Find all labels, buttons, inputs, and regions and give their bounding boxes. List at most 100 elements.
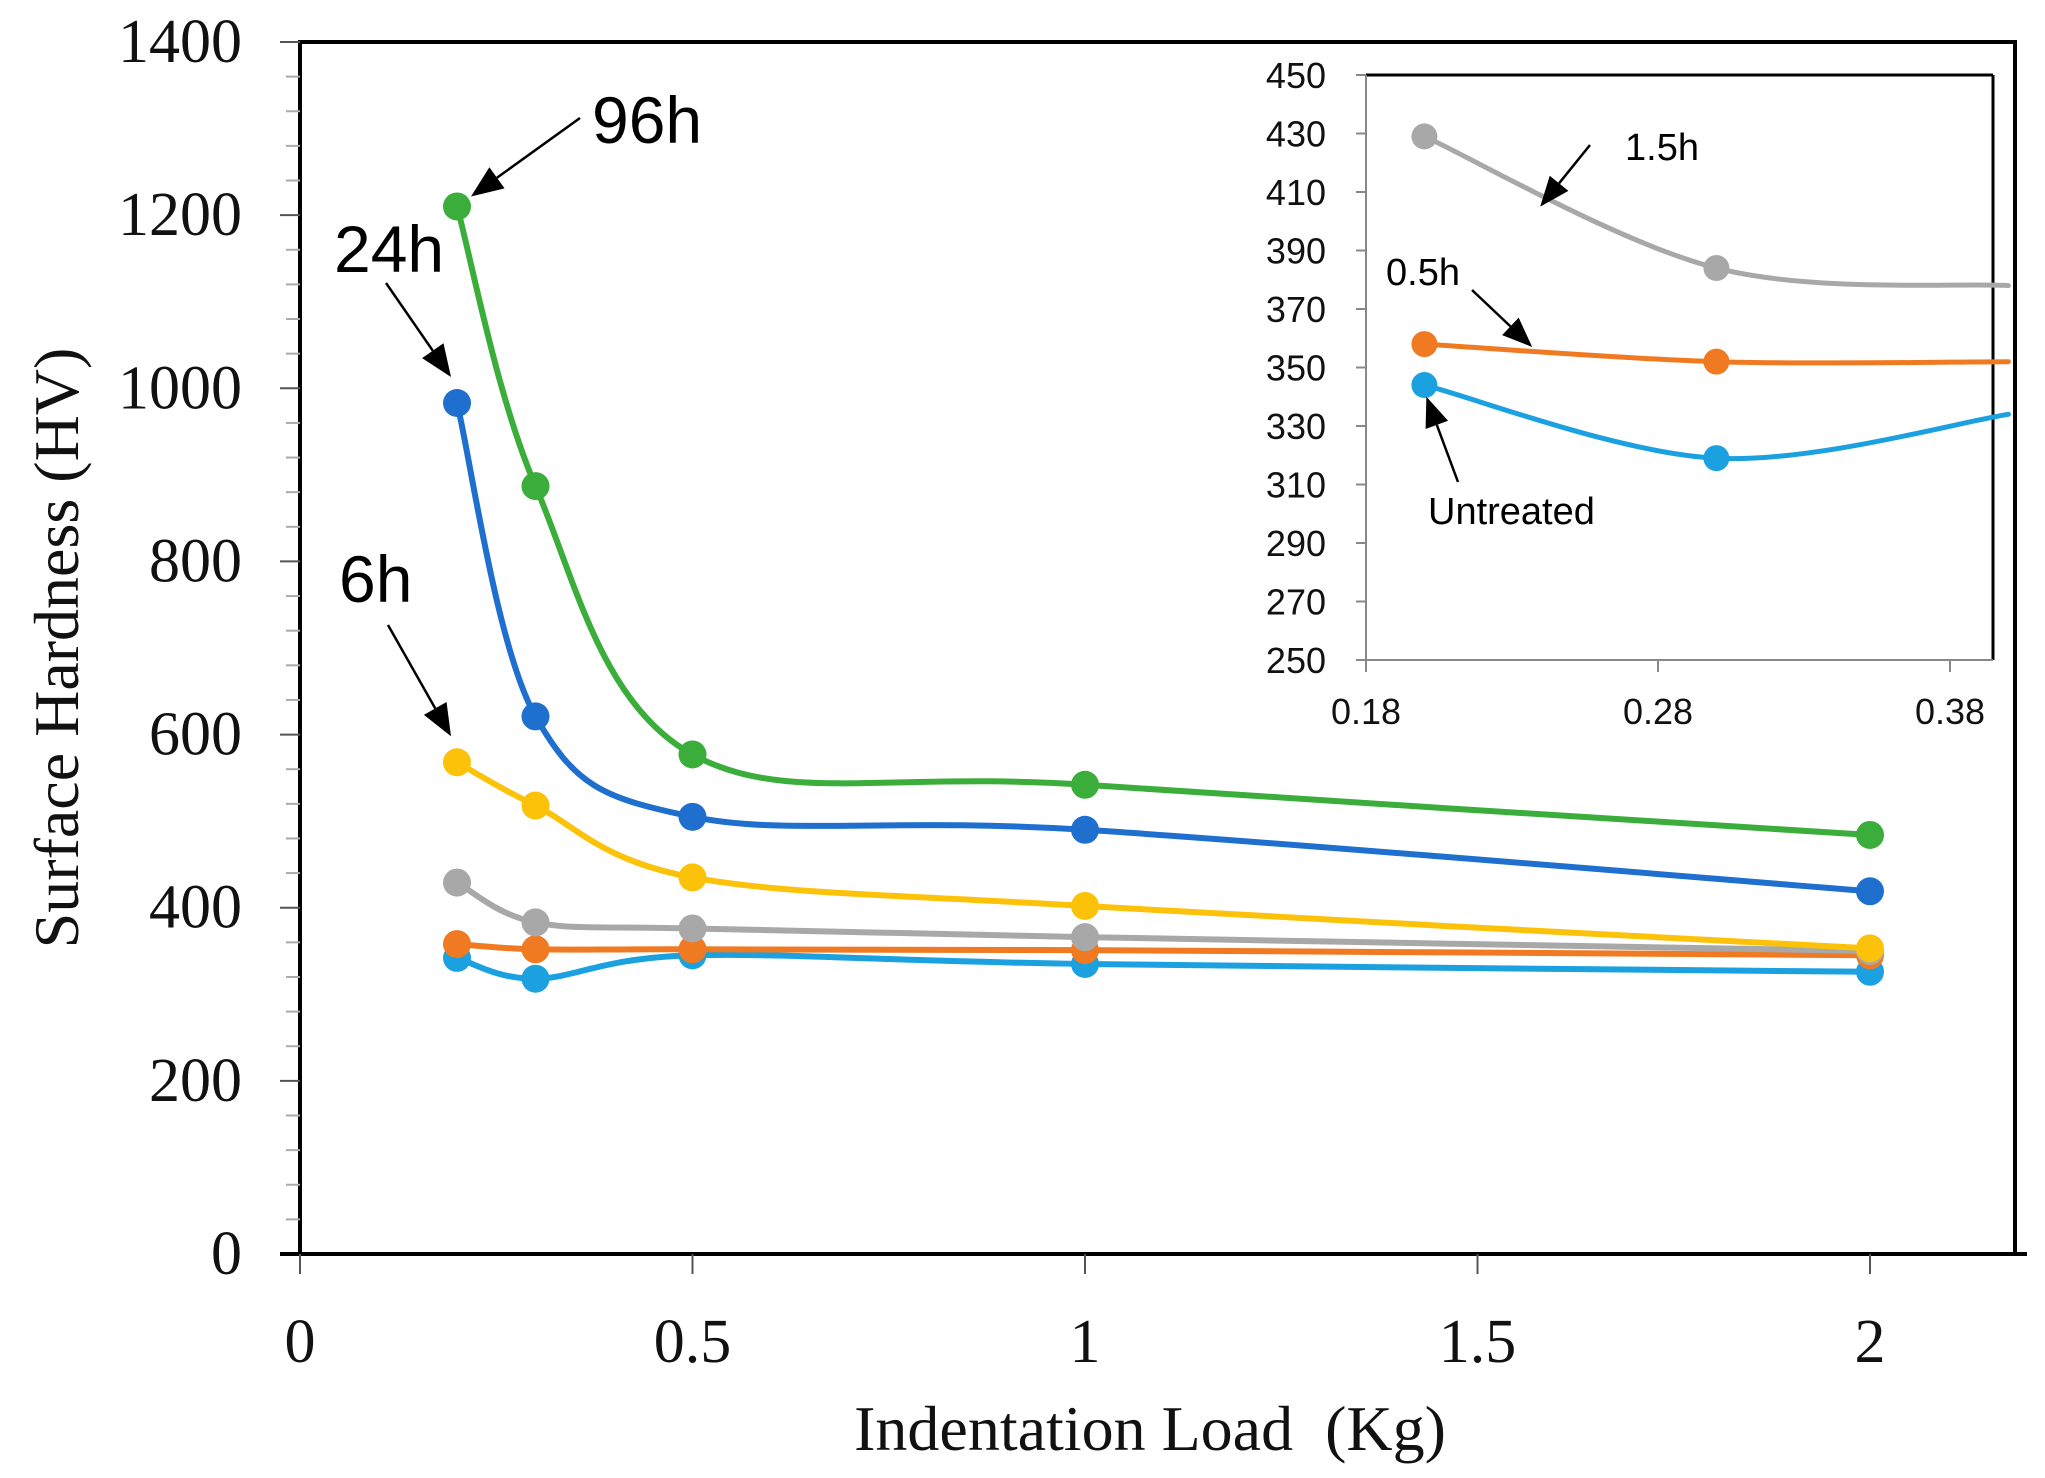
arrow-1-5h <box>1540 144 1591 207</box>
annotation-6h: 6h <box>339 542 412 616</box>
y-tick-label: 800 <box>149 527 242 595</box>
data-point-96h <box>1856 820 1884 849</box>
data-point-6h <box>678 863 707 892</box>
data-point-1-5h <box>1071 923 1099 952</box>
inset-data-point-0-5h <box>1703 348 1730 375</box>
y-tick-label: 400 <box>149 874 242 942</box>
arrow-96h-shaft <box>496 116 581 179</box>
inset-y-tick-label: 390 <box>1266 231 1326 272</box>
x-tick-label: 1.5 <box>1439 1308 1517 1376</box>
arrow-0-5h <box>1471 289 1533 348</box>
annotation-1-5h: 1.5h <box>1625 127 1699 169</box>
y-tick-label: 600 <box>149 701 242 769</box>
data-point-24h <box>678 802 707 831</box>
inset-series-untreated <box>1411 372 2011 472</box>
main-y-minor-ticks <box>286 75 300 1221</box>
annotation-96h: 96h <box>592 83 702 157</box>
inset-x-tick-label: 0.38 <box>1915 691 1985 732</box>
inset-data-point-1-5h <box>1411 123 1438 150</box>
inset-x-tick-label: 0.18 <box>1331 691 1401 732</box>
inset-plot-background <box>1366 75 1993 660</box>
data-point-24h <box>443 389 471 418</box>
inset-data-point-1-5h <box>1703 255 1730 282</box>
data-point-6h <box>443 748 471 777</box>
arrow-6h-shaft <box>386 624 437 710</box>
series-line-96h <box>454 203 1873 838</box>
data-point-6h <box>1071 891 1099 920</box>
arrow-1-5h-shaft <box>1558 144 1591 185</box>
y-tick-label: 200 <box>149 1047 242 1115</box>
x-tick-label: 1 <box>1070 1308 1101 1376</box>
inset-series-0-5h <box>1411 331 2011 375</box>
arrow-96h-head <box>471 167 505 197</box>
x-tick-label: 0 <box>285 1308 316 1376</box>
arrow-untreated <box>1425 396 1460 483</box>
y-tick-label: 1400 <box>118 8 242 76</box>
data-point-6h <box>521 791 550 820</box>
y-tick-label: 0 <box>211 1220 242 1288</box>
inset-data-point-0-5h <box>1411 331 1438 358</box>
inset-series <box>1411 123 2011 472</box>
x-axis-title: Indentation Load (Kg) <box>854 1393 1446 1464</box>
y-tick-label: 1000 <box>118 354 242 422</box>
arrow-6h <box>386 624 451 737</box>
inset-y-tick-label: 250 <box>1266 640 1326 681</box>
inset-y-tick-label: 290 <box>1266 523 1326 564</box>
series-6h <box>443 748 1884 963</box>
inset-data-point-untreated <box>1411 372 1438 399</box>
arrow-6h-head <box>423 702 451 737</box>
arrow-24h <box>384 282 451 378</box>
arrow-96h <box>471 116 581 197</box>
x-tick-label: 0.5 <box>654 1308 732 1376</box>
inset-data-point-untreated <box>1703 445 1730 472</box>
annotation-arrows <box>384 116 1591 737</box>
data-point-96h <box>443 192 471 221</box>
data-point-96h <box>678 740 707 769</box>
data-point-24h <box>521 702 550 731</box>
arrow-0-5h-shaft <box>1471 289 1512 328</box>
data-point-untreated <box>521 964 550 993</box>
data-point-24h <box>1856 877 1884 906</box>
data-point-6h <box>1856 934 1884 963</box>
arrow-0-5h-head <box>1502 317 1533 348</box>
inset-y-tick-label: 330 <box>1266 406 1326 447</box>
data-point-1-5h <box>678 914 707 943</box>
arrow-untreated-head <box>1425 396 1449 430</box>
inset-y-tick-label: 410 <box>1266 172 1326 213</box>
x-tick-label: 2 <box>1855 1308 1886 1376</box>
annotations: 96h 24h 6h 1.5h 0.5h Untreated <box>334 83 1699 737</box>
main-x-ticks: 0 0.5 1 1.5 2 <box>280 1252 2027 1376</box>
arrow-24h-shaft <box>384 282 434 352</box>
inset-y-tick-label: 270 <box>1266 582 1326 623</box>
inset-y-tick-label: 310 <box>1266 465 1326 506</box>
inset-x-tick-label: 0.28 <box>1623 691 1693 732</box>
inset-x-ticks: 0.18 0.28 0.38 <box>1331 660 1985 732</box>
data-point-0-5h <box>443 930 471 959</box>
series-line-24h <box>454 400 1873 895</box>
annotation-0-5h: 0.5h <box>1386 252 1460 294</box>
annotation-24h: 24h <box>334 212 444 286</box>
data-point-1-5h <box>443 868 471 897</box>
data-point-0-5h <box>521 935 550 964</box>
arrow-untreated-shaft <box>1435 424 1460 483</box>
y-axis-title: Surface Hardness (HV) <box>21 348 92 949</box>
data-point-24h <box>1071 815 1099 844</box>
annotation-untreated: Untreated <box>1428 491 1595 533</box>
data-point-96h <box>1071 770 1099 799</box>
data-point-0-5h <box>678 935 707 964</box>
inset-series-1-5h <box>1411 123 2011 289</box>
inset-y-tick-label: 450 <box>1266 55 1326 96</box>
inset-y-tick-label: 430 <box>1266 114 1326 155</box>
y-tick-label: 1200 <box>118 181 242 249</box>
inset-y-tick-label: 370 <box>1266 289 1326 330</box>
main-series <box>443 192 1884 993</box>
inset-y-ticks: 250 270 290 310 330 350 370 390 410 430 450 <box>1266 55 1366 681</box>
data-point-1-5h <box>521 908 550 937</box>
data-point-96h <box>521 472 550 501</box>
arrow-24h-head <box>422 343 451 378</box>
inset-y-tick-label: 350 <box>1266 348 1326 389</box>
arrow-1-5h-head <box>1540 175 1569 207</box>
main-plot: 0 200 400 600 800 1000 1200 1400 0 0.5 1 1.5 2 Surf… <box>21 8 2027 1464</box>
